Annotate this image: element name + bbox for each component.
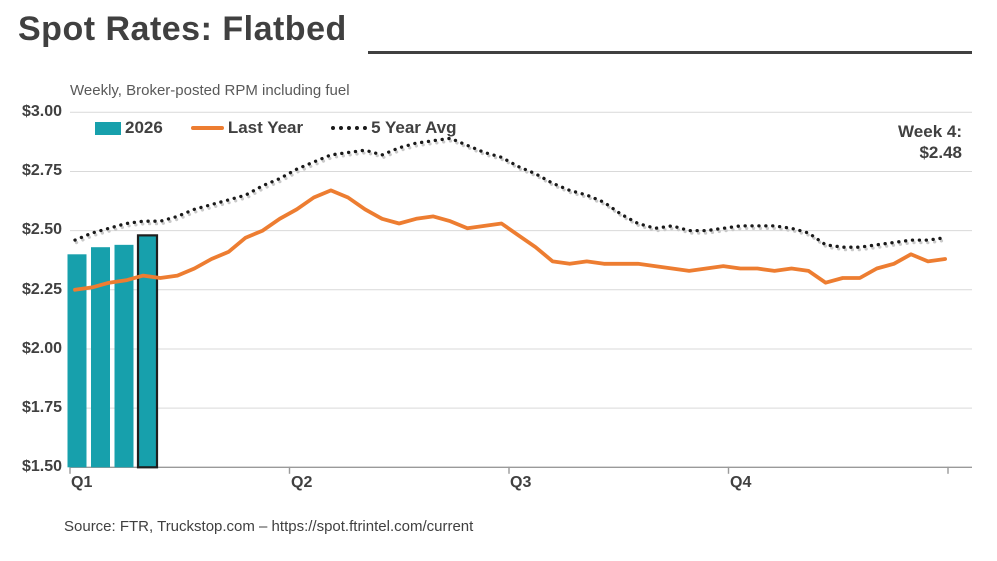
bar-2026-week-4: [136, 234, 159, 469]
annotation-week-label: Week 4:: [898, 122, 962, 141]
y-axis-label: $3.00: [21, 103, 62, 120]
legend-label-5-year-avg: 5 Year Avg: [371, 118, 457, 137]
last-year-line: [73, 188, 947, 292]
x-axis-label-q2: Q2: [291, 474, 313, 491]
page-title: Spot Rates: Flatbed: [18, 10, 347, 48]
bar-2026-week-3: [114, 244, 134, 468]
bar-2026-week-2: [91, 247, 110, 468]
legend-line-swatch-icon: [190, 126, 224, 130]
annotation-rate-value: $2.48: [919, 143, 962, 162]
x-axis-label-q4: Q4: [730, 474, 752, 491]
y-axis-label: $2.00: [21, 340, 62, 357]
five-year-avg-line-shadow: [74, 139, 949, 252]
bar-2026-week-1: [67, 254, 87, 468]
legend-dotted-swatch-icon: [331, 126, 368, 130]
legend-label-last-year: Last Year: [227, 118, 304, 137]
y-axis-label: $1.50: [21, 458, 62, 475]
current-week-annotation: Week 4: $2.48: [898, 121, 962, 163]
title-underline: [368, 51, 972, 54]
x-axis-label-q3: Q3: [510, 474, 532, 491]
chart-subtitle: Weekly, Broker-posted RPM including fuel: [70, 82, 350, 99]
y-axis-label: $2.50: [21, 221, 62, 238]
legend-label-2026: 2026: [125, 118, 163, 137]
legend-bar-swatch-icon: [95, 121, 121, 135]
chart-legend: 2026 Last Year 5 Year Avg: [95, 118, 457, 138]
five-year-avg-line: [73, 136, 947, 249]
source-note: Source: FTR, Truckstop.com – https://spo…: [64, 518, 474, 535]
y-axis-label: $2.25: [21, 281, 62, 298]
y-axis-label: $2.75: [21, 162, 62, 179]
y-axis-label: $1.75: [21, 399, 62, 416]
x-axis-label-q1: Q1: [71, 474, 93, 491]
